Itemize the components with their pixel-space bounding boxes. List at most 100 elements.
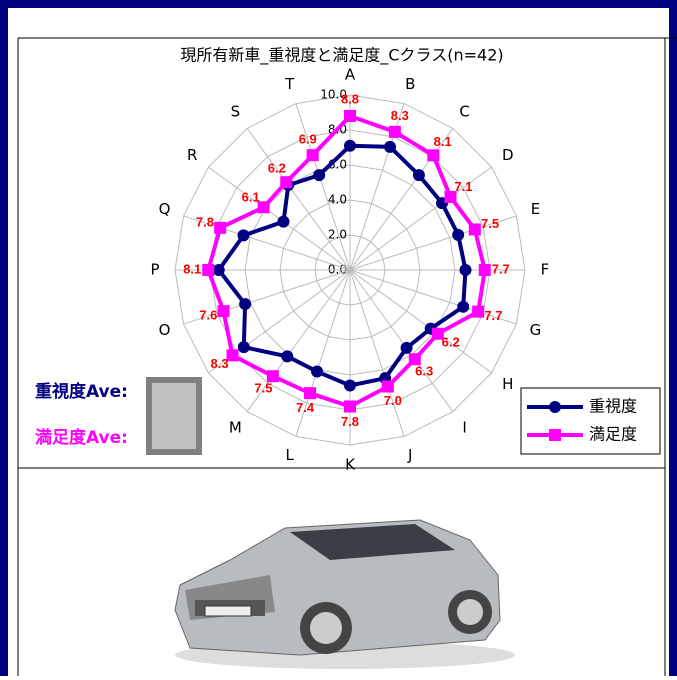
marker [400, 341, 413, 354]
marker [472, 305, 485, 318]
spoke [183, 269, 351, 325]
spoke [349, 269, 454, 412]
data-label: 7.1 [454, 179, 472, 194]
marker [478, 264, 491, 276]
category-label: A [345, 66, 356, 84]
category-label: R [187, 146, 197, 164]
marker [303, 387, 316, 400]
data-label: 6.2 [268, 161, 286, 176]
marker [202, 264, 215, 276]
marker [344, 379, 356, 392]
data-label: 7.5 [481, 216, 499, 231]
marker [226, 349, 239, 362]
category-label: E [531, 200, 540, 218]
spoke [349, 166, 492, 271]
marker [381, 380, 394, 393]
annotation: 重視度Ave: [35, 381, 128, 402]
legend-marker [549, 429, 561, 441]
category-label: O [159, 321, 171, 339]
legend-label: 重視度 [589, 397, 637, 416]
category-label: I [462, 418, 466, 436]
category-label: P [150, 261, 159, 279]
marker [266, 370, 279, 383]
data-label: 8.1 [434, 134, 452, 149]
data-label: 8.1 [183, 261, 201, 276]
data-label: 7.8 [196, 214, 214, 229]
legend [520, 387, 661, 455]
spoke [183, 215, 351, 271]
marker [468, 223, 481, 236]
data-label: 7.5 [254, 381, 272, 396]
data-label: 6.9 [299, 131, 317, 146]
marker [306, 149, 319, 162]
spoke [349, 269, 517, 325]
marker [239, 298, 252, 311]
marker [459, 264, 472, 276]
data-label: 7.7 [492, 261, 510, 276]
data-label: 7.0 [384, 393, 402, 408]
spoke [295, 103, 351, 271]
legend-marker [549, 401, 561, 413]
category-label: K [345, 456, 356, 474]
marker [237, 229, 250, 242]
marker [412, 169, 425, 182]
data-label: 8.3 [211, 356, 229, 371]
category-label: D [502, 146, 514, 164]
data-label: 6.3 [415, 364, 433, 379]
data-label: 7.7 [484, 308, 502, 323]
data-label: 8.3 [391, 108, 409, 123]
cover-box [146, 377, 202, 455]
data-label: 7.6 [199, 307, 217, 322]
data-label: 6.2 [442, 335, 460, 350]
marker [384, 140, 397, 153]
category-label: B [405, 75, 415, 93]
marker [452, 228, 465, 241]
marker [281, 350, 294, 363]
spoke [349, 269, 405, 437]
marker [237, 341, 250, 354]
spoke [349, 215, 517, 271]
marker [257, 201, 270, 214]
category-label: L [286, 446, 295, 464]
radar-plot: 0.02.04.06.08.010.0ABCDEFGHIJKLMNOPQRST8… [150, 66, 549, 474]
marker [311, 365, 324, 378]
car-image [174, 519, 515, 669]
marker [457, 300, 470, 313]
spoke [246, 269, 351, 412]
r-tick-label: 4.0 [328, 193, 347, 207]
marker [313, 169, 326, 182]
category-label: M [229, 418, 242, 436]
marker [280, 176, 293, 189]
data-label: 6.1 [242, 189, 260, 204]
marker [344, 139, 356, 152]
chart-title: 現所有新車_重視度と満足度_Cクラス(n=42) [180, 46, 503, 66]
spoke [349, 269, 492, 374]
marker [431, 327, 444, 340]
spoke [295, 269, 351, 437]
category-label: Q [159, 200, 171, 218]
marker [408, 353, 421, 366]
marker [214, 221, 227, 234]
r-tick-label: 10.0 [320, 88, 347, 102]
data-label: 7.4 [296, 400, 315, 415]
r-tick-label: 2.0 [328, 228, 347, 242]
marker [388, 125, 401, 138]
marker [217, 305, 230, 318]
legend-label: 満足度 [589, 425, 637, 444]
category-label: C [459, 103, 469, 121]
marker [344, 110, 356, 122]
marker [212, 264, 225, 276]
category-label: J [407, 446, 412, 464]
category-label: T [284, 75, 295, 93]
marker [344, 400, 356, 413]
marker [427, 149, 440, 162]
category-label: F [541, 261, 550, 279]
annotation: 満足度Ave: [35, 427, 128, 448]
marker [444, 190, 457, 203]
data-label: 7.8 [341, 414, 359, 429]
spoke [246, 128, 351, 271]
data-label: 8.8 [341, 91, 359, 106]
